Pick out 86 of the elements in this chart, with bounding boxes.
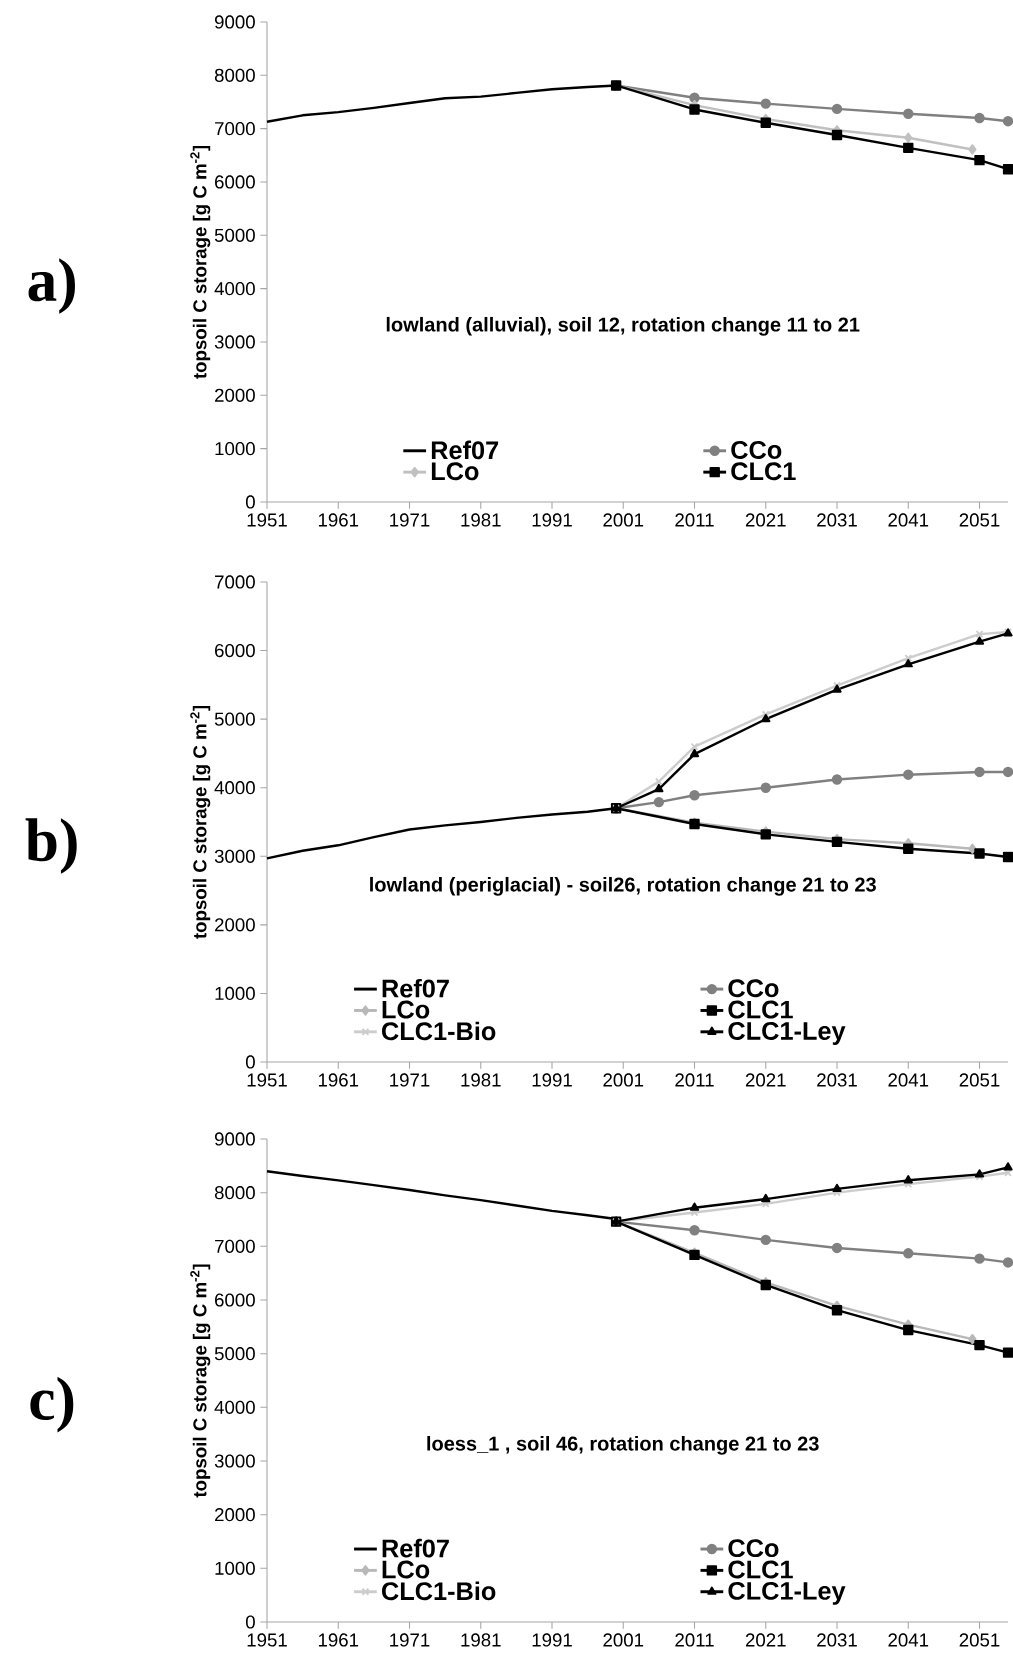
x-tick-label: 2031 xyxy=(817,1633,857,1647)
legend-label: CLC1 xyxy=(728,1560,793,1579)
x-tick-label: 1951 xyxy=(247,1073,287,1087)
x-tick-label: 1961 xyxy=(318,1633,359,1647)
y-tick-label: 1000 xyxy=(215,442,255,456)
x-tick-label: 1991 xyxy=(532,513,572,527)
x-tick-label: 1981 xyxy=(461,513,501,527)
legend-label: LCo xyxy=(382,1560,430,1579)
x-tick-label: 2021 xyxy=(745,1633,786,1647)
legend-label: CLC1-Ley xyxy=(728,1021,846,1045)
x-tick-label: 2041 xyxy=(888,513,929,527)
x-tick-label: 1981 xyxy=(461,1633,501,1647)
x-tick-label: 2001 xyxy=(603,513,644,527)
text: c) xyxy=(30,1376,74,1433)
y-tick-label: 2000 xyxy=(215,1508,255,1522)
legend-label: CLC1-Bio xyxy=(382,1021,496,1041)
x-tick-label: 2021 xyxy=(745,513,786,527)
x-tick-label: 1971 xyxy=(390,513,430,527)
text: a) xyxy=(28,258,75,314)
x-tick-label: 2031 xyxy=(817,1073,857,1087)
x-tick-label: 2041 xyxy=(888,1073,929,1087)
y-tick-label: 9000 xyxy=(214,15,255,29)
x-tick-label: 2011 xyxy=(675,1073,714,1087)
x-tick-label: 1991 xyxy=(532,1633,572,1647)
text: loess_1 , soil 46, rotation change 21 to 23 xyxy=(427,1435,819,1455)
x-tick-label: 1961 xyxy=(318,513,359,527)
x-tick-label: 2051 xyxy=(959,1073,1000,1087)
y-tick-label: 0 xyxy=(245,1615,255,1629)
y-tick-label: 4000 xyxy=(214,781,255,795)
y-tick-label: 4000 xyxy=(214,1400,255,1414)
x-tick-label: 1991 xyxy=(532,1073,572,1087)
y-axis-title: topsoil C storage [g C m$^{-2}$] xyxy=(190,1264,211,1498)
legend-label: CLC1 xyxy=(731,462,796,481)
x-tick-label: 2041 xyxy=(888,1633,929,1647)
x-tick-label: 1951 xyxy=(247,513,287,527)
text: lowland (alluvial), soil 12, rotation change 11 to 21 xyxy=(386,316,860,336)
x-tick-label: 2011 xyxy=(675,513,714,527)
x-tick-label: 1971 xyxy=(390,1633,430,1647)
y-tick-label: 4000 xyxy=(214,282,255,296)
y-tick-label: 2000 xyxy=(215,918,255,932)
x-tick-label: 2051 xyxy=(959,513,1000,527)
y-tick-label: 8000 xyxy=(214,1186,255,1200)
x-tick-label: 2001 xyxy=(603,1073,644,1087)
legend-label: Ref07 xyxy=(382,1538,449,1558)
y-tick-label: 5000 xyxy=(214,228,255,242)
y-tick-label: 8000 xyxy=(214,68,255,82)
y-tick-label: 6000 xyxy=(215,643,255,658)
y-tick-label: 1000 xyxy=(215,1561,255,1575)
y-tick-label: 5000 xyxy=(214,712,255,726)
y-tick-label: 3000 xyxy=(214,1454,255,1468)
y-tick-label: 5000 xyxy=(214,1347,255,1361)
legend-label: CCo xyxy=(728,1539,779,1558)
y-tick-label: 0 xyxy=(245,1055,255,1069)
y-axis-title: topsoil C storage [g C m$^{-2}$] xyxy=(190,705,211,939)
legend-label: LCo xyxy=(431,462,479,481)
x-tick-label: 2031 xyxy=(817,513,857,527)
y-tick-label: 2000 xyxy=(215,388,255,402)
x-tick-label: 1971 xyxy=(390,1073,430,1087)
legend-label: CLC1-Ley xyxy=(728,1581,846,1605)
y-tick-label: 7000 xyxy=(215,1239,255,1253)
x-tick-label: 1981 xyxy=(461,1073,501,1087)
text: lowland (periglacial) - soil26, rotation change 21 to 23 xyxy=(370,876,876,896)
text: b) xyxy=(25,818,77,874)
x-tick-label: 1961 xyxy=(318,1073,359,1087)
legend-label: CCo xyxy=(731,440,782,459)
y-tick-label: 9000 xyxy=(214,1132,255,1146)
legend-label: CLC1 xyxy=(728,1000,793,1019)
legend-label: LCo xyxy=(382,1000,430,1019)
y-tick-label: 6000 xyxy=(215,175,255,189)
x-tick-label: 2011 xyxy=(675,1633,714,1647)
legend-label: CLC1-Bio xyxy=(382,1581,496,1601)
legend-label: Ref07 xyxy=(431,440,499,460)
x-tick-label: 2021 xyxy=(745,1073,786,1087)
legend-label: Ref07 xyxy=(382,978,449,998)
y-tick-label: 0 xyxy=(245,495,255,509)
y-tick-label: 7000 xyxy=(215,122,255,136)
x-tick-label: 1951 xyxy=(247,1633,287,1647)
legend-label: CCo xyxy=(728,979,779,998)
y-tick-label: 6000 xyxy=(215,1293,255,1307)
y-tick-label: 3000 xyxy=(214,335,255,349)
x-tick-label: 2051 xyxy=(959,1633,1000,1647)
x-tick-label: 2001 xyxy=(603,1633,644,1647)
y-tick-label: 7000 xyxy=(215,575,255,589)
y-tick-label: 1000 xyxy=(215,986,255,1001)
y-tick-label: 3000 xyxy=(214,849,255,863)
y-axis-title: topsoil C storage [g C m$^{-2}$] xyxy=(190,145,211,379)
